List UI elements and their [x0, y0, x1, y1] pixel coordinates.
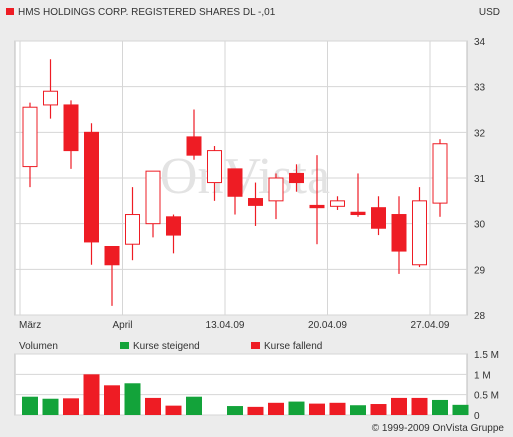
volume-bar	[124, 383, 141, 415]
volume-bar	[452, 404, 469, 415]
watermark: OnVista	[160, 148, 330, 205]
candle-body	[309, 204, 325, 209]
volume-bar	[268, 402, 284, 415]
price-grid	[15, 40, 467, 316]
legend-swatch-down	[251, 342, 260, 349]
volume-bar	[145, 397, 161, 415]
volume-bar	[288, 401, 305, 415]
candle-body	[330, 200, 345, 207]
volume-y-tick-label: 1.5 M	[474, 350, 499, 361]
volume-bar	[350, 405, 366, 415]
legend-label-down: Kurse fallend	[264, 341, 322, 352]
volume-bar	[411, 397, 428, 415]
volume-bar	[42, 398, 59, 415]
volume-bar	[432, 399, 448, 415]
candle-body	[125, 214, 140, 245]
volume-y-tick-label: 0.5 M	[474, 391, 499, 402]
price-y-axis: 28 29 30 31 32 33 34	[474, 37, 486, 322]
volume-bar	[186, 396, 202, 415]
volume-bar	[391, 397, 407, 415]
price-y-tick-label: 33	[474, 83, 486, 94]
volume-bar	[63, 398, 79, 415]
candle-body	[145, 170, 161, 225]
candle-body	[248, 198, 263, 206]
volume-bar	[329, 402, 346, 415]
candle-body	[104, 246, 120, 266]
candle-body	[63, 104, 79, 152]
candle-body	[22, 106, 38, 168]
volume-bars	[22, 374, 469, 415]
candle-body	[371, 207, 386, 229]
price-y-tick-label: 31	[474, 174, 486, 185]
title-marker	[6, 8, 14, 15]
candles	[22, 59, 448, 306]
candle-body	[391, 214, 407, 252]
volume-bar	[104, 385, 120, 415]
candle-body	[227, 168, 243, 197]
price-x-tick-label: 13.04.09	[206, 320, 245, 331]
candle-body	[412, 200, 427, 266]
candle-body	[166, 216, 181, 236]
volume-bar	[83, 374, 100, 415]
price-y-tick-label: 29	[474, 265, 486, 276]
candle-body	[432, 143, 448, 204]
volume-title: Volumen	[19, 341, 58, 352]
price-x-tick-label: April	[112, 320, 132, 331]
legend-label-up: Kurse steigend	[133, 341, 200, 352]
volume-bar	[247, 406, 264, 415]
price-y-tick-label: 30	[474, 220, 486, 231]
currency-label: USD	[479, 7, 500, 18]
volume-bar	[22, 396, 38, 415]
candle-body	[207, 150, 222, 184]
price-y-tick-label: 34	[474, 37, 486, 48]
candle-body	[350, 211, 366, 216]
candle-body	[186, 136, 202, 156]
legend-swatch-up	[120, 342, 129, 349]
price-x-tick-label: März	[19, 320, 41, 331]
candle-body	[289, 172, 304, 184]
volume-bar	[165, 405, 182, 415]
price-x-tick-label: 20.04.09	[308, 320, 347, 331]
price-x-tick-label: 27.04.09	[411, 320, 450, 331]
price-x-axis: März April 13.04.09 20.04.09 27.04.09	[19, 320, 450, 331]
volume-y-tick-label: 1 M	[474, 370, 491, 381]
volume-bar	[309, 403, 325, 415]
candle-body	[43, 90, 58, 106]
volume-y-axis: 0 0.5 M 1 M 1.5 M	[474, 350, 499, 422]
copyright: © 1999-2009 OnVista Gruppe	[372, 423, 505, 434]
volume-bar	[370, 404, 387, 415]
chart-title: HMS HOLDINGS CORP. REGISTERED SHARES DL …	[18, 7, 276, 18]
candle-body	[268, 177, 284, 202]
price-y-tick-label: 32	[474, 128, 486, 139]
volume-y-tick-label: 0	[474, 411, 480, 422]
candle-body	[84, 131, 99, 243]
volume-bar	[227, 406, 243, 415]
price-y-tick-label: 28	[474, 311, 486, 322]
